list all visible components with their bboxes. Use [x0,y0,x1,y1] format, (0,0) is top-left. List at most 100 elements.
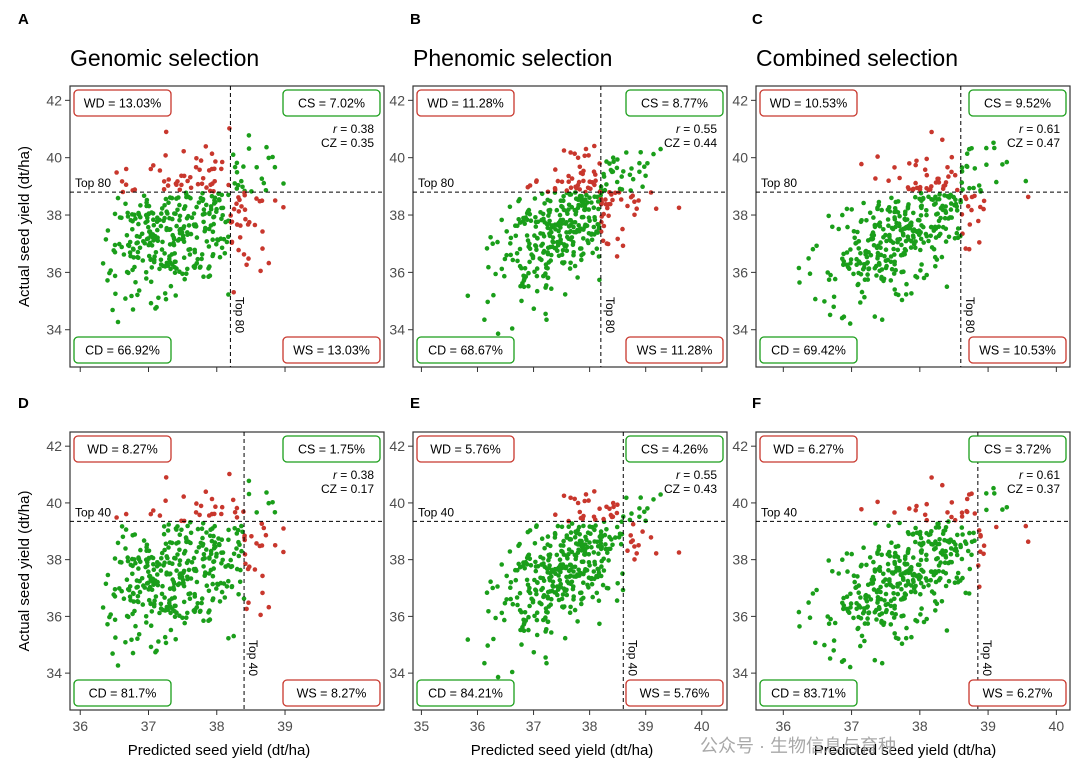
quadrant-label-wd: WD = 5.76% [430,443,501,457]
point-correct [844,250,850,255]
point-misclassified [257,543,263,549]
point-correct [826,213,831,219]
x-tick-label: 40 [694,718,710,734]
point-correct [584,537,589,543]
point-correct [587,540,592,545]
point-misclassified [272,543,278,548]
point-correct [200,535,205,541]
point-correct [892,559,897,565]
point-correct [845,264,851,270]
y-tick-label: 42 [732,92,748,108]
point-correct [490,241,496,246]
r-symbol: r [333,122,340,136]
point-correct [155,215,160,220]
point-misclassified [258,268,263,274]
point-correct [872,657,878,663]
point-correct [547,244,553,250]
point-misclassified [981,198,987,204]
point-correct [874,273,879,278]
y-tick-label: 38 [389,552,405,568]
point-correct [919,223,924,228]
point-correct [162,560,167,565]
point-correct [136,288,142,293]
point-correct [547,554,552,560]
point-correct [181,224,187,229]
point-correct [862,638,867,644]
point-correct [592,559,597,565]
point-correct [581,523,586,529]
point-correct [933,608,938,613]
point-correct [911,555,916,560]
point-correct [533,587,538,592]
y-tick-label: 38 [732,552,748,568]
threshold-label-vertical: Top 40 [625,640,639,676]
point-correct [181,568,187,574]
point-misclassified [628,533,633,538]
point-correct [157,610,162,616]
point-correct [521,273,526,279]
y-tick-label: 40 [46,150,62,166]
point-correct [507,204,513,210]
point-correct [231,551,237,557]
point-correct [589,237,595,243]
point-correct [510,601,516,607]
point-correct [918,580,924,586]
point-correct [558,581,563,587]
quadrant-box-cd [73,679,172,707]
point-correct [189,215,195,220]
point-correct [571,584,576,589]
point-correct [967,185,972,191]
point-correct [213,199,218,205]
point-correct [894,565,899,570]
point-correct [589,581,595,587]
point-correct [858,643,863,649]
point-correct [605,586,611,591]
point-correct [569,579,575,585]
point-misclassified [583,146,589,152]
point-correct [264,144,269,150]
point-misclassified [978,549,983,554]
point-correct [186,223,192,228]
point-misclassified [148,511,154,517]
point-correct [887,234,892,239]
point-correct [514,595,520,600]
point-correct [885,561,891,567]
point-misclassified [555,178,561,184]
point-correct [845,224,850,230]
point-correct [971,530,976,536]
point-correct [167,242,173,247]
point-correct [881,227,886,232]
point-correct [963,590,968,596]
point-misclassified [922,512,928,518]
point-correct [928,577,933,583]
point-correct [579,253,584,258]
point-correct [855,229,860,235]
point-correct [888,622,894,627]
point-correct [167,586,173,591]
point-correct [526,270,531,276]
point-misclassified [583,492,589,497]
point-correct [163,296,169,302]
point-correct [852,235,857,241]
point-correct [873,521,878,526]
point-correct [232,181,237,186]
point-correct [482,317,487,323]
point-correct [495,674,501,680]
coincidence-cz: CZ = 0.35 [321,136,374,150]
point-misclassified [859,507,864,512]
quadrant-box-cs [282,435,381,463]
x-tick-label: 38 [912,718,928,734]
threshold-label-horizontal: Top 80 [761,176,797,190]
point-misclassified [568,150,573,155]
point-misclassified [114,170,119,175]
point-correct [959,525,965,530]
point-correct [270,154,275,160]
point-correct [615,157,620,162]
point-misclassified [587,179,592,184]
point-correct [145,215,150,221]
point-correct [238,567,243,573]
point-correct [584,223,590,228]
point-correct [136,221,141,227]
point-correct [167,598,172,603]
